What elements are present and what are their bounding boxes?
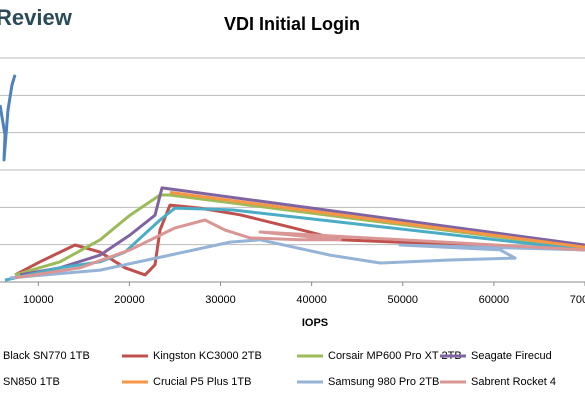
x-tick-label: 10000: [23, 294, 54, 306]
x-tick-label: 30000: [205, 294, 236, 306]
series-line: [14, 218, 585, 280]
x-tick-label: 50000: [387, 294, 418, 306]
legend-label: Crucial P5 Plus 1TB: [153, 376, 251, 388]
legend-label: Seagate Firecud: [471, 350, 552, 362]
x-axis-label: IOPS: [302, 317, 328, 329]
series-line: [9, 238, 585, 280]
series-line: [4, 206, 585, 282]
series-line: [14, 193, 585, 277]
legend-label: Sabrent Rocket 4: [471, 376, 556, 388]
legend-label: Kingston KC3000 2TB: [153, 350, 262, 362]
legend-label: Black SN770 1TB: [3, 350, 90, 362]
legend-label: Corsair MP600 Pro XT 2TB: [328, 350, 462, 362]
x-tick-label: 70000: [570, 294, 585, 306]
legend-label: Samsung 980 Pro 2TB: [328, 376, 439, 388]
brand: Review: [0, 5, 73, 30]
series-line: [14, 203, 585, 277]
series-line: [169, 190, 585, 249]
x-tick-label: 40000: [296, 294, 327, 306]
x-tick-label: 60000: [479, 294, 510, 306]
series-line: [0, 74, 17, 162]
x-tick-label: 20000: [114, 294, 145, 306]
chart-title: VDI Initial Login: [224, 14, 360, 34]
legend-label: SN850 1TB: [3, 376, 60, 388]
